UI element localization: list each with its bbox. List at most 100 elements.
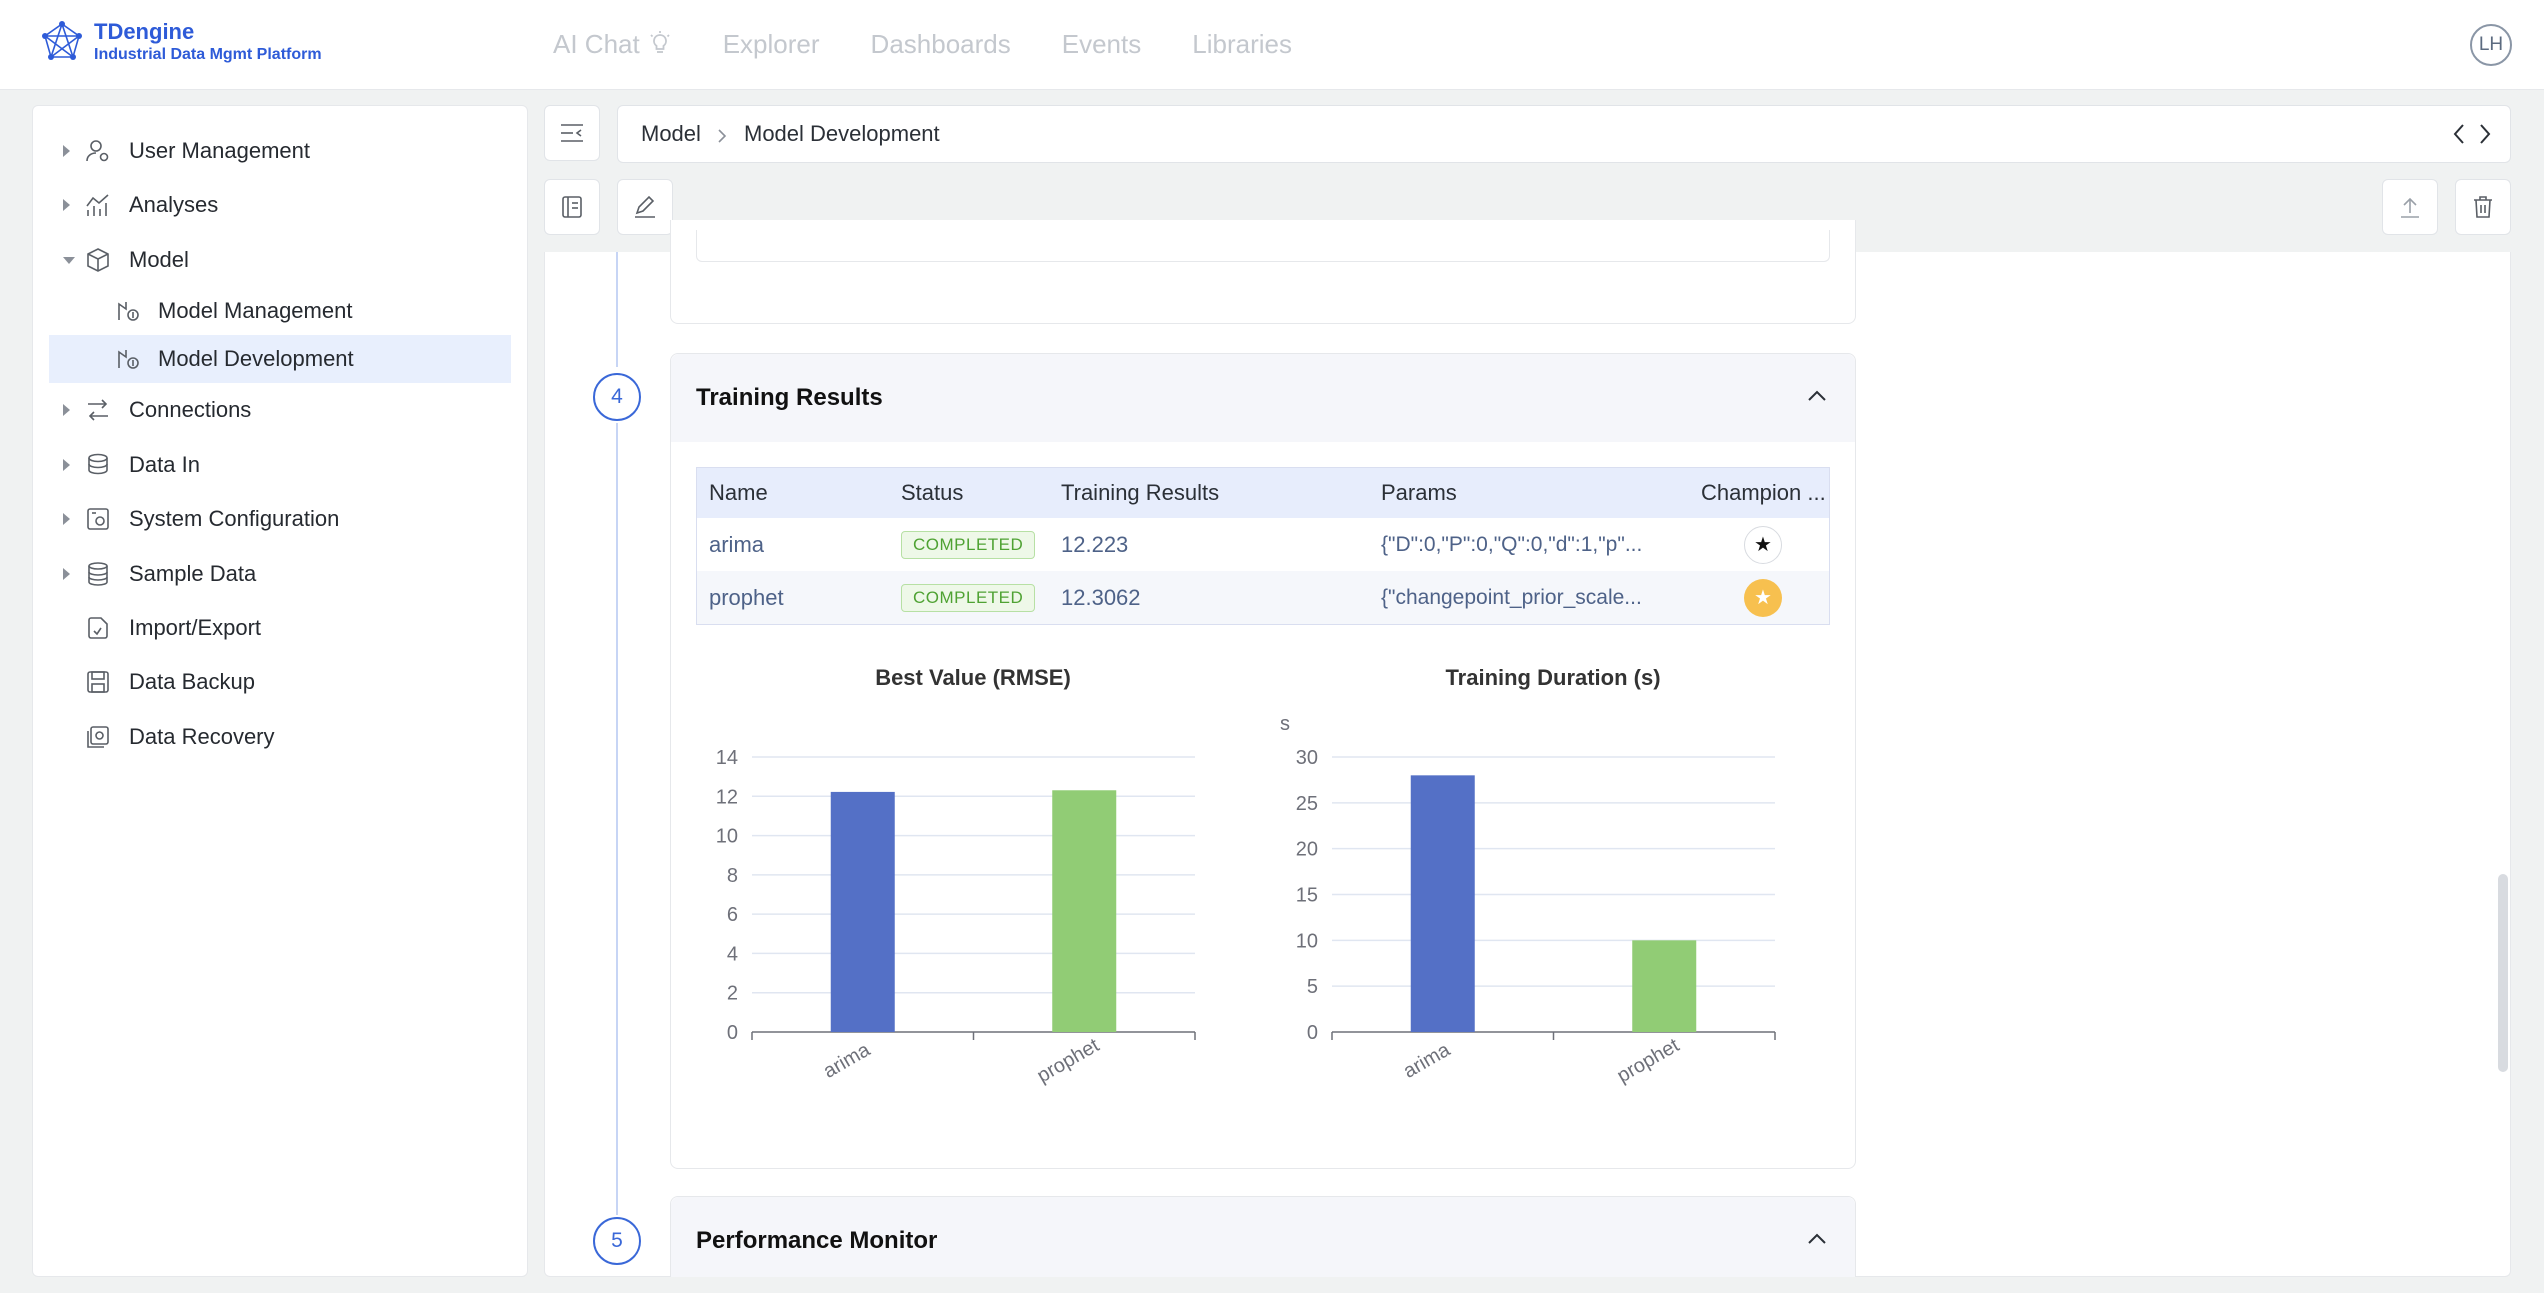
backup-icon [87, 671, 109, 693]
chart-title-rmse: Best Value (RMSE) [875, 665, 1071, 690]
nav-label: Events [1061, 29, 1142, 59]
x-tick-label: arima [820, 1038, 875, 1082]
caret-right-icon[interactable] [63, 513, 70, 525]
sidebar-item-label: User Management [129, 138, 310, 163]
card-title: Performance Monitor [696, 1227, 938, 1254]
y-tick-label: 12 [716, 786, 738, 808]
edit-button[interactable] [617, 179, 673, 235]
connections-icon [88, 399, 108, 421]
column-header-status[interactable]: Status [901, 480, 964, 505]
sidebar-item-data-backup[interactable]: Data Backup [33, 658, 527, 706]
sidebar-item-data-in[interactable]: Data In [33, 441, 527, 489]
set-champion-star-icon[interactable]: ★ [1744, 525, 1782, 564]
breadcrumb-item-model[interactable]: Model [641, 121, 701, 146]
avatar[interactable]: LH [2470, 24, 2512, 66]
model-icon [118, 350, 139, 369]
delete-button[interactable] [2455, 179, 2511, 235]
sidebar-item-analyses[interactable]: Analyses [33, 181, 527, 229]
logo[interactable]: TDengine Industrial Data Mgmt Platform [38, 18, 322, 66]
performance-monitor-card: Performance Monitor [670, 1196, 1856, 1277]
collapse-sidebar-button[interactable] [544, 105, 600, 161]
logo-subtitle: Industrial Data Mgmt Platform [94, 46, 322, 63]
notebook-icon [562, 196, 582, 218]
bar-prophet [1052, 790, 1117, 1032]
sidebar-item-label: Data Recovery [129, 724, 275, 749]
sidebar-item-label: Sample Data [129, 561, 257, 586]
chevron-right-icon [718, 129, 727, 143]
caret-right-icon[interactable] [63, 199, 70, 211]
table-row[interactable]: prophet COMPLETED 12.3062 {"changepoint_… [697, 571, 1829, 624]
previous-step-inner [696, 230, 1830, 262]
nav-dashboards[interactable]: Dashboards [871, 27, 1011, 61]
training-result-value: 12.223 [1061, 531, 1129, 557]
sidebar-item-model[interactable]: Model [33, 236, 527, 284]
y-tick-label: 20 [1296, 839, 1318, 861]
chevron-up-icon[interactable] [1807, 1233, 1827, 1245]
nav-ai-chat[interactable]: AI Chat [553, 27, 672, 61]
chart-title-duration: Training Duration (s) [1445, 665, 1661, 690]
y-tick-label: 6 [727, 904, 738, 926]
sidebar-item-sample-data[interactable]: Sample Data [33, 550, 527, 598]
y-tick-label: 2 [727, 983, 738, 1005]
table-header: Name Status Training Results Params Cham… [697, 468, 1829, 518]
caret-right-icon[interactable] [63, 459, 70, 471]
sidebar-item-connections[interactable]: Connections [33, 386, 527, 434]
x-tick-label: prophet [1613, 1034, 1683, 1087]
status-cell: COMPLETED [901, 571, 1036, 624]
system-config-icon [87, 508, 109, 530]
nav-label: Explorer [722, 29, 820, 59]
main-nav: AI Chat Explorer Dashboards Events Libra… [553, 27, 1343, 61]
caret-down-icon[interactable] [63, 256, 75, 264]
sidebar-item-label: Import/Export [129, 615, 262, 640]
caret-right-icon[interactable] [63, 404, 70, 416]
column-header-training-results[interactable]: Training Results [1061, 480, 1220, 505]
sidebar-item-label: Analyses [129, 192, 219, 217]
champion-star-icon[interactable]: ★ [1744, 578, 1782, 617]
table-row[interactable]: arima COMPLETED 12.223 {"D":0,"P":0,"Q":… [697, 518, 1829, 571]
breadcrumb: Model Model Development [617, 105, 2511, 163]
nav-explorer[interactable]: Explorer [723, 27, 820, 61]
chevron-up-icon[interactable] [1807, 390, 1827, 402]
sidebar-item-user-management[interactable]: User Management [33, 127, 527, 175]
card-title: Training Results [696, 384, 883, 411]
caret-right-icon[interactable] [63, 568, 70, 580]
card-header[interactable]: Training Results [671, 354, 1855, 442]
sidebar-item-label: Data In [129, 452, 200, 477]
timeline-line [616, 423, 618, 1215]
chevron-left-icon[interactable] [2452, 122, 2466, 146]
upload-icon [2401, 197, 2419, 218]
tdengine-logo-icon [42, 21, 82, 60]
notebook-button[interactable] [544, 179, 600, 235]
chevron-right-icon[interactable] [2478, 122, 2492, 146]
bar-arima [830, 791, 895, 1032]
model-icon [118, 302, 139, 321]
nav-libraries[interactable]: Libraries [1192, 27, 1292, 61]
sidebar-item-model-development[interactable]: Model Development [49, 335, 511, 383]
column-header-name[interactable]: Name [709, 480, 768, 505]
sidebar-item-label: Model [129, 247, 189, 272]
training-results-table: Name Status Training Results Params Cham… [696, 467, 1830, 625]
bar-prophet [1632, 940, 1697, 1032]
rmse-bar-chart: 0 2 4 6 8 10 12 14 arima prophet [716, 747, 1196, 1087]
nav-events[interactable]: Events [1062, 27, 1142, 61]
column-header-params[interactable]: Params [1381, 480, 1457, 505]
caret-right-icon[interactable] [63, 145, 70, 157]
sidebar-item-system-configuration[interactable]: System Configuration [33, 495, 527, 543]
sidebar-item-import-export[interactable]: Import/Export [33, 604, 527, 652]
upload-button[interactable] [2382, 179, 2438, 235]
sidebar-item-label: Model Development [158, 346, 354, 371]
sidebar-item-data-recovery[interactable]: Data Recovery [33, 713, 527, 761]
column-header-champion[interactable]: Champion ... [1701, 480, 1826, 505]
top-bar: TDengine Industrial Data Mgmt Platform A… [0, 0, 2544, 90]
edit-icon [635, 195, 655, 218]
card-header[interactable]: Performance Monitor [671, 1197, 1855, 1277]
y-tick-label: 0 [1307, 1022, 1318, 1044]
sidebar-item-model-management[interactable]: Model Management [33, 287, 527, 335]
bar-arima [1410, 775, 1475, 1032]
cube-icon [87, 248, 109, 272]
y-tick-label: 10 [1296, 930, 1318, 952]
scrollbar[interactable] [2498, 874, 2508, 1072]
collapse-menu-icon [561, 124, 583, 142]
y-tick-label: 14 [716, 747, 738, 769]
previous-step-card [670, 220, 1856, 324]
